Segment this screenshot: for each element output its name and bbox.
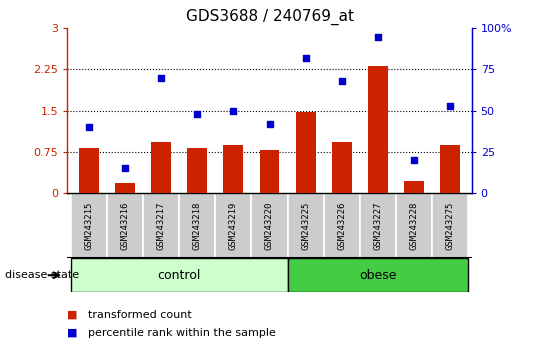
Bar [404,181,424,193]
Bar [107,193,143,258]
Point [337,78,346,84]
Point [157,75,165,81]
Bar [188,148,207,193]
Bar [396,193,432,258]
Text: GSM243275: GSM243275 [445,201,454,250]
Text: GSM243228: GSM243228 [410,201,418,250]
Bar [296,112,315,193]
Bar [252,193,287,258]
Point [265,121,274,127]
Text: GDS3688 / 240769_at: GDS3688 / 240769_at [185,9,354,25]
Bar [360,193,396,258]
Text: ■: ■ [67,310,78,320]
Text: obese: obese [359,269,397,282]
Text: GSM243215: GSM243215 [85,201,94,250]
Bar [323,193,360,258]
Bar [216,193,252,258]
Text: ■: ■ [67,328,78,338]
Text: percentile rank within the sample: percentile rank within the sample [88,328,276,338]
Bar [287,193,323,258]
Text: control: control [157,269,201,282]
Bar [179,193,216,258]
Text: GSM243220: GSM243220 [265,201,274,250]
Bar [432,193,468,258]
Bar [332,142,351,193]
Point [374,34,382,39]
Point [446,103,454,109]
Point [301,55,310,61]
Text: GSM243217: GSM243217 [157,201,165,250]
Text: GSM243216: GSM243216 [121,201,129,250]
Point [121,165,129,171]
Bar [151,142,171,193]
Bar [143,193,179,258]
Bar [71,258,287,292]
Bar [440,145,460,193]
Text: GSM243227: GSM243227 [374,201,382,250]
Point [193,111,202,117]
Text: GSM243226: GSM243226 [337,201,346,250]
Point [85,124,93,130]
Bar [368,65,388,193]
Text: GSM243219: GSM243219 [229,201,238,250]
Bar [71,193,107,258]
Bar [260,150,279,193]
Bar [79,148,99,193]
Text: GSM243218: GSM243218 [193,201,202,250]
Bar [224,145,243,193]
Bar [115,183,135,193]
Text: transformed count: transformed count [88,310,191,320]
Point [410,157,418,163]
Text: disease state: disease state [5,270,80,280]
Text: GSM243225: GSM243225 [301,201,310,250]
Point [229,108,238,114]
Bar [287,258,468,292]
